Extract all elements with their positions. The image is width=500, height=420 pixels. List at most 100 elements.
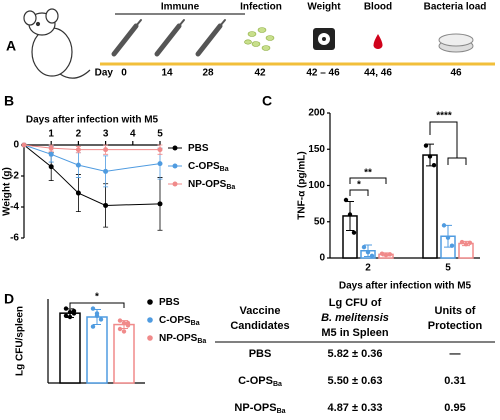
x-tick-label: 1 <box>48 129 54 140</box>
table-cell: 0.31 <box>444 375 465 387</box>
petri-dish-icon <box>438 33 474 53</box>
table-cell: 4.87 ± 0.33 <box>328 402 383 414</box>
data-point <box>459 239 465 245</box>
x-tick-label: 2 <box>76 129 82 140</box>
data-point <box>75 162 81 168</box>
data-point <box>431 163 437 168</box>
data-point <box>117 318 123 323</box>
significance-label: ** <box>364 168 372 179</box>
y-tick-label: 150 <box>308 144 325 155</box>
day-label: 46 <box>450 68 462 79</box>
table-header: Vaccine <box>240 305 281 317</box>
y-tick-label: 100 <box>308 180 325 191</box>
data-point <box>75 190 81 196</box>
legend-marker <box>172 145 178 151</box>
table-header: M5 in Spleen <box>321 327 389 339</box>
significance-label: **** <box>436 111 452 122</box>
label: PBS <box>159 297 180 308</box>
day-label: Day <box>95 68 114 79</box>
significance-bracket <box>429 121 467 165</box>
y-axis-title: Weight (g) <box>2 167 13 216</box>
bar <box>59 312 81 384</box>
panel-label: A <box>6 38 16 54</box>
y-tick-label: -2 <box>10 171 19 182</box>
label-text: PBS <box>159 297 180 308</box>
label-text: PBS <box>249 348 272 360</box>
y-tick-label: -4 <box>10 202 19 213</box>
label: C-OPSBa <box>159 315 200 328</box>
data-point <box>383 252 389 258</box>
series-line <box>23 144 161 206</box>
label-subscript: Ba <box>226 184 235 191</box>
data-point <box>379 251 385 256</box>
table-header: Candidates <box>230 320 289 332</box>
significance-bracket <box>69 302 125 308</box>
y-tick-label: 50 <box>314 216 326 227</box>
data-point <box>90 306 96 311</box>
y-tick-label: 0 <box>319 253 325 264</box>
stage-label: Bacteria load <box>424 2 487 13</box>
stage-label: Weight <box>307 2 341 13</box>
data-point <box>67 314 73 320</box>
label-text: NP-OPS <box>159 333 198 344</box>
panel-label: C <box>262 93 272 109</box>
label-text: C-OPS <box>238 375 273 387</box>
day-label: 28 <box>202 68 214 79</box>
data-point <box>387 252 393 257</box>
label-subscript: Ba <box>220 166 229 173</box>
data-point <box>463 242 469 247</box>
bar <box>86 316 108 384</box>
table-cell: 0.95 <box>444 402 465 414</box>
label-text: NP-OPS <box>234 402 276 414</box>
label: NP-OPSBa <box>159 333 206 346</box>
data-point <box>369 253 375 259</box>
data-point <box>423 143 429 148</box>
data-point <box>445 235 451 240</box>
data-point <box>103 168 109 174</box>
table-cell: 5.50 ± 0.63 <box>328 375 383 387</box>
data-point <box>347 212 353 217</box>
data-point <box>365 250 371 255</box>
table-header: Lg CFU of <box>329 297 382 309</box>
significance-label: * <box>357 180 361 191</box>
significance-bracket <box>349 189 369 196</box>
day-label: 42 <box>254 68 266 79</box>
data-point <box>48 164 54 170</box>
table-header: B. melitensis <box>321 312 389 324</box>
day-label: 14 <box>161 68 173 79</box>
data-point <box>48 151 54 157</box>
label: NP-OPSBa <box>234 402 285 415</box>
bacteria-icon <box>244 27 275 51</box>
label: PBS <box>249 348 272 360</box>
blood-icon <box>373 34 383 49</box>
data-point <box>351 230 357 235</box>
data-point <box>121 320 127 326</box>
data-point <box>63 306 69 311</box>
scale-icon <box>313 28 335 50</box>
x-tick-label: 5 <box>157 129 163 140</box>
data-point <box>63 313 69 318</box>
legend-marker <box>147 317 153 323</box>
y-tick-label: 200 <box>308 108 325 119</box>
label: C-OPSBa <box>238 375 282 388</box>
data-point <box>449 243 455 248</box>
mouse-icon <box>23 8 91 79</box>
table-cell: 5.82 ± 0.36 <box>328 348 383 360</box>
data-point <box>94 313 100 318</box>
x-tick-label: 2 <box>365 263 371 274</box>
label-subscript: Ba <box>191 320 200 327</box>
day-label: 0 <box>121 68 127 79</box>
data-point <box>427 154 433 159</box>
data-point <box>21 142 27 148</box>
label: NP-OPSBa <box>188 179 235 192</box>
x-axis-title: Days after infection with M5 <box>26 115 159 126</box>
data-point <box>98 317 104 322</box>
data-point <box>157 201 163 207</box>
label-text: PBS <box>188 143 209 154</box>
series-line <box>23 144 161 172</box>
day-label: 44, 46 <box>364 68 392 79</box>
legend-marker <box>172 163 178 169</box>
series-line <box>23 144 160 151</box>
data-point <box>117 326 123 332</box>
